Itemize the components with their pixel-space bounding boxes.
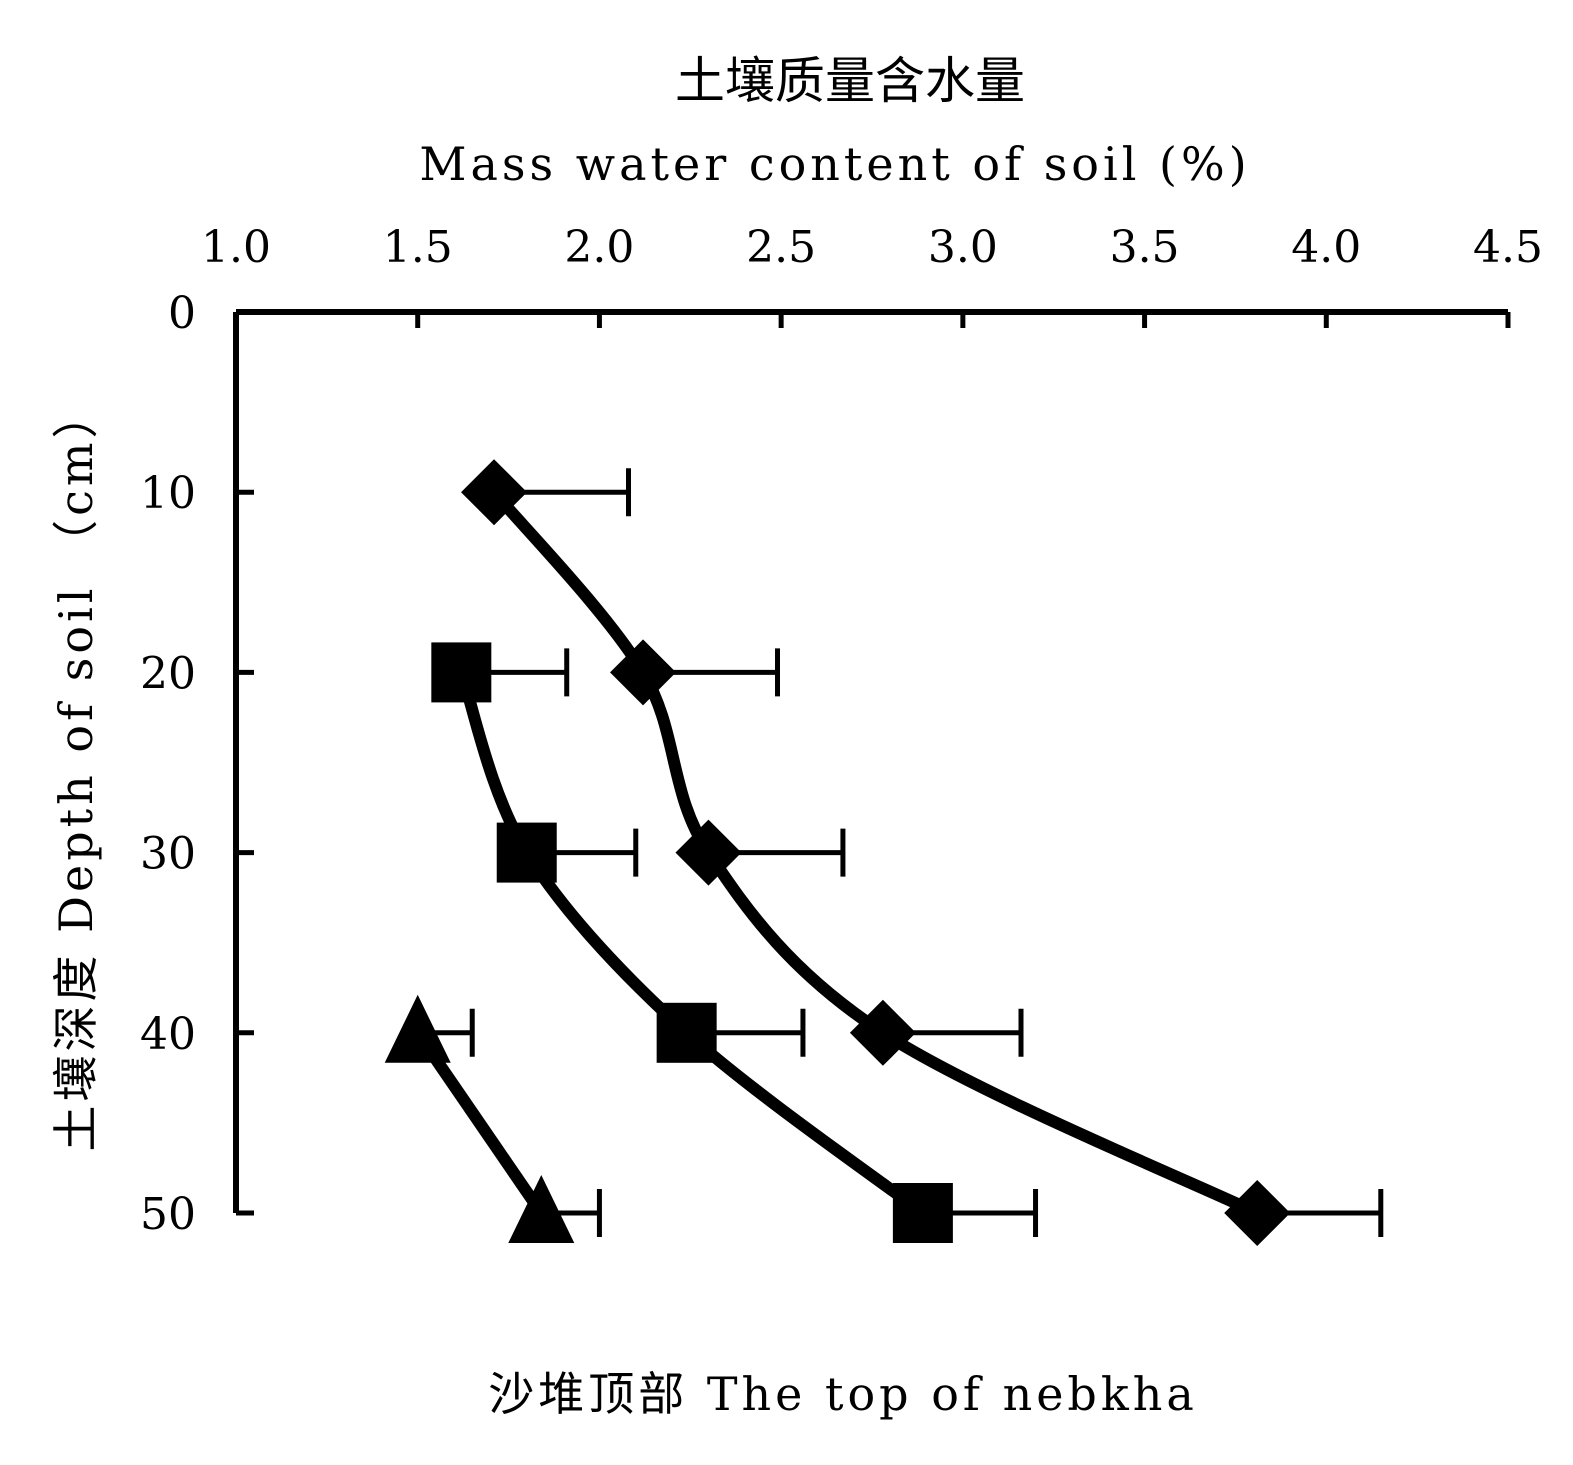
diamond-marker [461, 459, 528, 526]
y-tick-label: 10 [140, 468, 196, 519]
square-marker [892, 1183, 953, 1243]
x-axis-title-cn: 土壤质量含水量 [675, 52, 1025, 110]
square-marker [656, 1002, 717, 1063]
x-tick-label: 1.0 [201, 222, 271, 273]
plot-area [384, 459, 1384, 1246]
x-tick-label: 4.0 [1291, 222, 1361, 273]
diamond-marker [849, 999, 916, 1066]
y-tick-label: 30 [140, 829, 196, 880]
x-tick-label: 4.5 [1473, 222, 1543, 273]
y-tick-label: 0 [168, 288, 196, 339]
x-tick-label: 1.5 [383, 222, 453, 273]
series-line-triangle [412, 1029, 547, 1217]
x-tick-label: 2.0 [564, 222, 634, 273]
y-tick-label: 50 [140, 1189, 196, 1240]
y-tick-label: 20 [140, 648, 196, 699]
x-axis-title: Mass water content of soil (%) [419, 137, 1250, 191]
x-tick-label: 3.0 [928, 222, 998, 273]
square-marker [431, 642, 492, 703]
x-tick-label: 2.5 [746, 222, 816, 273]
triangle-marker [384, 994, 451, 1063]
axes: 1.0 1.5 2.0 2.5 3.0 3.5 4.0 4.5 0 10 20 30 40 50 [140, 222, 1543, 1240]
y-axis-title: 土壤深度 Depth of soil （cm） [49, 389, 103, 1152]
series-line-square [455, 670, 927, 1218]
chart-caption: 沙堆顶部 The top of nebkha [488, 1367, 1198, 1421]
x-tick-label: 3.5 [1110, 222, 1180, 273]
triangle-marker [508, 1175, 575, 1243]
diamond-marker [675, 819, 742, 886]
diamond-marker [1224, 1180, 1291, 1246]
square-marker [496, 822, 557, 883]
diamond-marker [610, 639, 677, 706]
series-line-diamond [489, 488, 1260, 1219]
y-tick-label: 40 [140, 1009, 196, 1060]
